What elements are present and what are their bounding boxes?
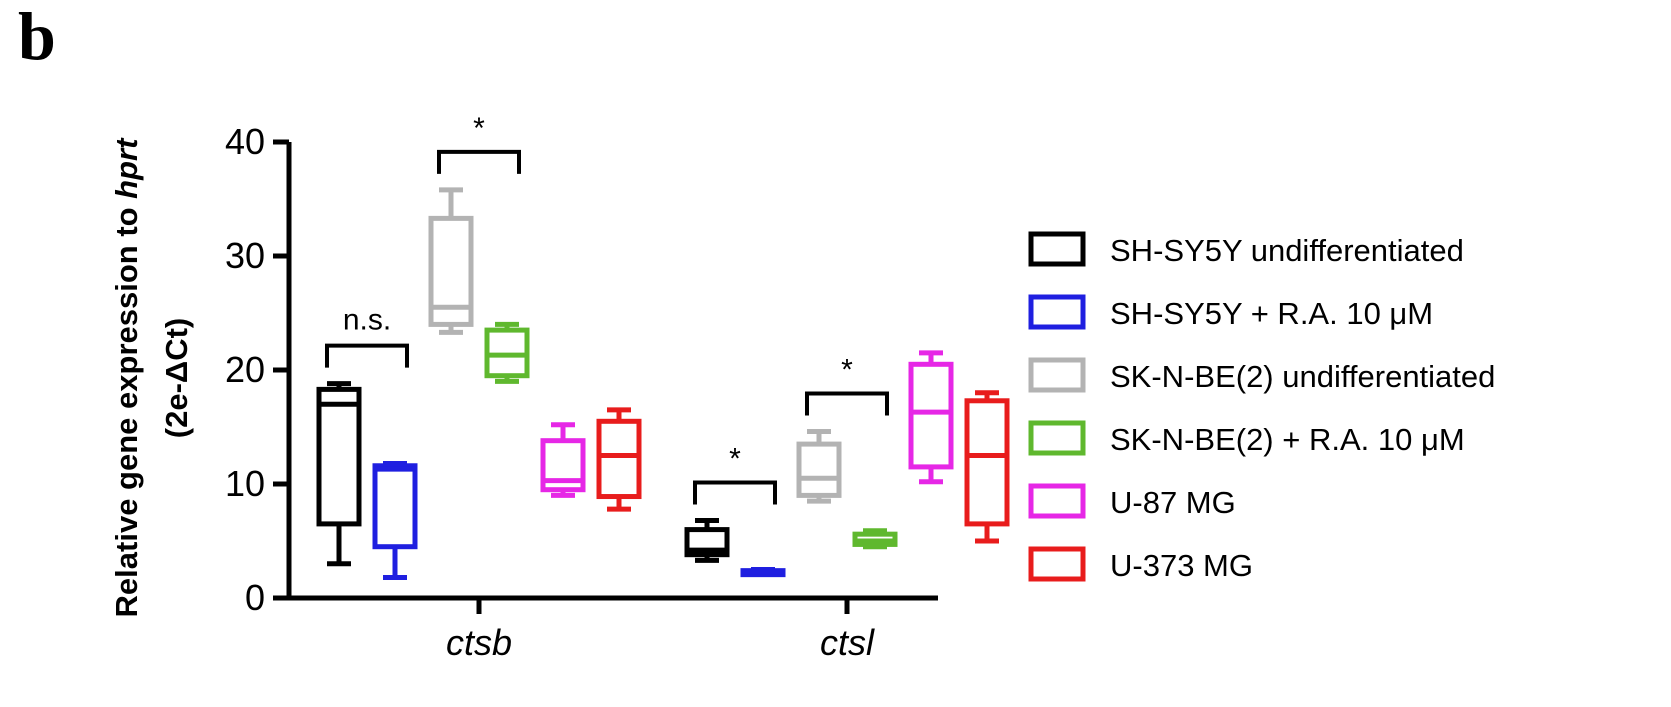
legend-label: SH-SY5Y undifferentiated	[1110, 233, 1464, 268]
box-3-1	[852, 528, 898, 550]
legend-swatch	[1028, 546, 1086, 582]
box-2-1	[796, 429, 842, 504]
legend-label: U-373 MG	[1110, 548, 1253, 583]
box-1-0	[372, 460, 418, 580]
box-iqr	[316, 386, 362, 527]
significance-label: *	[729, 442, 741, 475]
legend-label: U-87 MG	[1110, 485, 1236, 520]
significance-label: n.s.	[343, 304, 391, 337]
box-iqr	[964, 398, 1010, 527]
legend-entry: U-87 MG	[1028, 483, 1236, 520]
significance-label: *	[841, 354, 853, 387]
bracket-line	[325, 343, 409, 368]
x-tick-label: ctsb	[446, 622, 512, 663]
legend-swatch	[1028, 420, 1086, 456]
legend-entry: U-373 MG	[1028, 546, 1253, 583]
legend-label: SK-N-BE(2) + R.A. 10 μM	[1110, 422, 1465, 457]
box-iqr	[596, 418, 642, 500]
y-tick-label: 20	[225, 349, 265, 390]
significance-bracket: *	[805, 354, 889, 416]
legend: SH-SY5Y undifferentiated SH-SY5Y + R.A. 1…	[1028, 231, 1495, 583]
legend-entry: SH-SY5Y undifferentiated	[1028, 231, 1464, 268]
y-axis-label-unit: (2e-ΔCt)	[159, 318, 194, 438]
legend-entry: SH-SY5Y + R.A. 10 μM	[1028, 294, 1433, 331]
y-tick-label: 30	[225, 235, 265, 276]
bracket-line	[437, 149, 521, 174]
box-4-0	[540, 422, 586, 498]
y-tick-label: 0	[245, 577, 265, 618]
box-2-0	[428, 187, 474, 335]
significance-bracket: *	[693, 442, 777, 505]
panel-label: b	[18, 0, 56, 74]
boxes	[316, 187, 1010, 580]
box-5-0	[596, 407, 642, 512]
y-axis: 0 10 20 30 40	[225, 121, 292, 618]
y-tick-label: 40	[225, 121, 265, 162]
significance-bracket: n.s.	[325, 304, 409, 368]
y-axis-label: Relative gene expression to hprt	[109, 137, 144, 618]
y-tick-label: 10	[225, 463, 265, 504]
bracket-line	[805, 391, 889, 416]
legend-label: SH-SY5Y + R.A. 10 μM	[1110, 296, 1433, 331]
bracket-line	[693, 480, 777, 505]
significance-annotations: n.s. * * *	[325, 112, 889, 505]
legend-swatch	[1028, 231, 1086, 267]
significance-label: *	[473, 112, 485, 145]
box-1-1	[740, 567, 786, 578]
y-axis-label-main: Relative gene expression to	[109, 199, 144, 618]
box-5-1	[964, 390, 1010, 544]
x-tick-label: ctsl	[820, 622, 875, 663]
legend-label: SK-N-BE(2) undifferentiated	[1110, 359, 1495, 394]
y-axis-label-gene: hprt	[109, 137, 144, 199]
legend-swatch	[1028, 357, 1086, 393]
legend-entry: SK-N-BE(2) + R.A. 10 μM	[1028, 420, 1465, 457]
box-iqr	[796, 441, 842, 498]
box-0-0	[316, 381, 362, 567]
legend-swatch	[1028, 294, 1086, 330]
legend-entry: SK-N-BE(2) undifferentiated	[1028, 357, 1495, 394]
significance-bracket: *	[437, 112, 521, 174]
box-0-1	[684, 517, 730, 563]
box-4-1	[908, 350, 954, 485]
legend-swatch	[1028, 483, 1086, 519]
x-axis: ctsb ctsl	[287, 595, 938, 663]
box-3-0	[484, 321, 530, 384]
box-iqr	[372, 463, 418, 550]
box-iqr	[908, 361, 954, 470]
